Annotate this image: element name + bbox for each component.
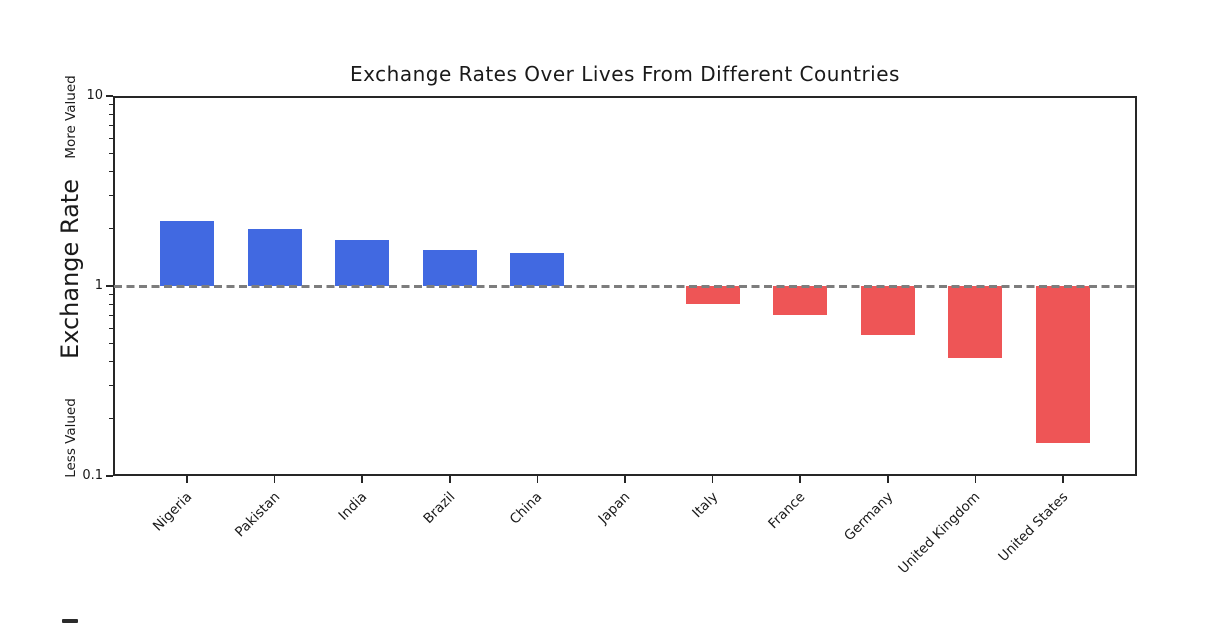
y-minor-tick-mark [108,170,113,173]
bar-germany [860,286,915,336]
x-tick-label-nigeria: Nigeria [149,489,196,535]
y-tick-mark [106,475,113,477]
x-tick-mark [1062,476,1064,483]
bar-pakistan [247,228,302,286]
y-minor-tick-mark [108,360,113,363]
x-tick-mark [186,476,188,483]
bar-united-kingdom [948,286,1003,358]
y-minor-tick-mark [108,194,113,196]
y-axis-label: Exchange Rate [56,179,84,359]
y-minor-tick-mark [108,228,113,230]
x-tick-mark [886,476,889,483]
bar-china [510,252,565,286]
x-tick-mark [974,476,977,483]
y-minor-tick-mark [108,314,113,317]
bar-india [335,239,390,286]
x-tick-mark [536,476,539,483]
x-tick-label-china: China [507,489,546,528]
y-minor-tick-mark [108,294,113,296]
bar-united-states [1036,286,1090,443]
y-minor-tick-mark [108,342,113,344]
y-minor-tick-mark [108,113,113,116]
x-tick-mark [624,476,626,483]
y-minor-tick-mark [108,303,113,306]
baseline-dashed-line [114,284,1136,288]
x-tick-label-france: France [765,489,809,533]
y-minor-tick-mark [108,327,113,329]
x-tick-label-united-kingdom: United Kingdom [895,489,984,577]
bar-brazil [422,249,477,286]
x-tick-mark [273,476,276,483]
x-tick-mark [361,476,364,483]
y-minor-tick-mark [108,384,113,386]
x-tick-mark [448,476,451,483]
y-minor-tick-mark [108,152,113,154]
x-tick-label-brazil: Brazil [420,489,459,527]
chart-title: Exchange Rates Over Lives From Different… [350,62,900,86]
y-tick-mark [106,95,113,97]
x-tick-mark [711,476,714,483]
y-tick-label: 10 [86,88,103,103]
x-tick-label-pakistan: Pakistan [231,489,283,541]
y-tick-label: 0.1 [82,468,103,483]
y-axis-annotation-less-valued: Less Valued [63,398,79,478]
x-tick-label-italy: Italy [688,489,721,522]
x-tick-label-germany: Germany [840,489,897,545]
x-tick-mark [799,476,802,483]
bar-nigeria [160,220,214,286]
y-tick-label: 1 [94,278,103,293]
x-tick-label-japan: Japan [595,489,634,527]
cropped-figure-artifact [62,619,78,623]
y-minor-tick-mark [108,124,113,127]
y-minor-tick-mark [108,104,113,106]
bar-france [773,286,828,316]
y-minor-tick-mark [108,137,113,139]
y-tick-mark [106,285,113,287]
x-tick-label-united-states: United States [995,489,1072,565]
bar-italy [685,286,740,305]
y-minor-tick-mark [108,418,113,420]
x-tick-label-india: India [335,489,371,524]
